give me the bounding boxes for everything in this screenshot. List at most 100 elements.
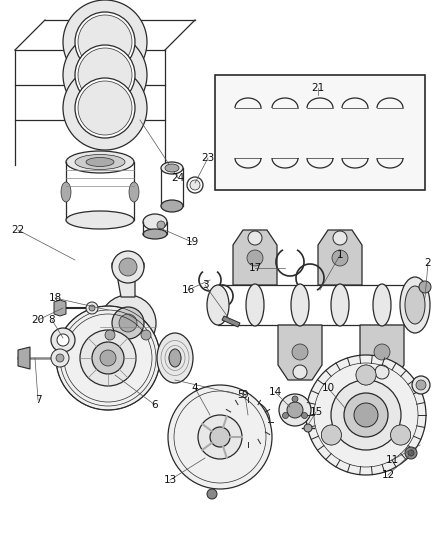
Text: 17: 17 bbox=[248, 263, 261, 273]
Ellipse shape bbox=[66, 151, 134, 173]
Circle shape bbox=[105, 330, 115, 340]
Circle shape bbox=[405, 447, 417, 459]
Circle shape bbox=[75, 45, 135, 105]
Polygon shape bbox=[18, 347, 30, 369]
Ellipse shape bbox=[331, 284, 349, 326]
Text: 2: 2 bbox=[425, 258, 431, 268]
Circle shape bbox=[287, 402, 303, 418]
Text: 8: 8 bbox=[49, 315, 55, 325]
Circle shape bbox=[332, 250, 348, 266]
Bar bbox=[215, 75, 425, 190]
Circle shape bbox=[207, 489, 217, 499]
Ellipse shape bbox=[169, 349, 181, 367]
Circle shape bbox=[283, 413, 289, 418]
Polygon shape bbox=[112, 261, 144, 297]
Circle shape bbox=[100, 295, 156, 351]
Ellipse shape bbox=[207, 285, 229, 325]
Circle shape bbox=[78, 48, 132, 102]
Circle shape bbox=[80, 330, 136, 386]
Text: 9: 9 bbox=[242, 390, 248, 400]
Ellipse shape bbox=[246, 284, 264, 326]
Circle shape bbox=[63, 66, 147, 150]
Text: 10: 10 bbox=[321, 383, 335, 393]
Circle shape bbox=[78, 15, 132, 69]
Circle shape bbox=[292, 344, 308, 360]
Text: 3: 3 bbox=[201, 280, 208, 290]
Circle shape bbox=[226, 400, 270, 444]
Circle shape bbox=[210, 427, 230, 447]
Circle shape bbox=[89, 305, 95, 311]
Polygon shape bbox=[222, 316, 240, 327]
Text: 22: 22 bbox=[11, 225, 25, 235]
Polygon shape bbox=[360, 325, 404, 380]
Polygon shape bbox=[318, 230, 362, 285]
Polygon shape bbox=[54, 300, 66, 316]
Text: 6: 6 bbox=[152, 400, 158, 410]
Circle shape bbox=[141, 330, 151, 340]
Circle shape bbox=[344, 393, 388, 437]
Ellipse shape bbox=[400, 277, 430, 333]
Ellipse shape bbox=[143, 229, 167, 239]
Text: 16: 16 bbox=[181, 285, 194, 295]
Circle shape bbox=[51, 349, 69, 367]
Ellipse shape bbox=[291, 284, 309, 326]
Text: 12: 12 bbox=[381, 470, 395, 480]
Circle shape bbox=[57, 334, 69, 346]
Ellipse shape bbox=[333, 231, 347, 245]
Circle shape bbox=[157, 221, 165, 229]
Circle shape bbox=[301, 413, 307, 418]
Circle shape bbox=[354, 403, 378, 427]
Ellipse shape bbox=[129, 182, 139, 202]
Ellipse shape bbox=[405, 286, 425, 324]
Ellipse shape bbox=[157, 333, 193, 383]
Text: 11: 11 bbox=[385, 455, 399, 465]
Circle shape bbox=[63, 0, 147, 84]
Circle shape bbox=[236, 410, 260, 434]
Ellipse shape bbox=[75, 155, 125, 169]
Circle shape bbox=[51, 328, 75, 352]
Text: 7: 7 bbox=[35, 395, 41, 405]
Circle shape bbox=[190, 180, 200, 190]
Circle shape bbox=[63, 33, 147, 117]
Circle shape bbox=[408, 450, 414, 456]
Circle shape bbox=[292, 396, 298, 402]
Circle shape bbox=[247, 250, 263, 266]
Circle shape bbox=[412, 376, 430, 394]
Circle shape bbox=[331, 380, 401, 450]
Ellipse shape bbox=[161, 162, 183, 174]
Ellipse shape bbox=[391, 425, 411, 445]
Text: 13: 13 bbox=[163, 475, 177, 485]
Ellipse shape bbox=[375, 365, 389, 379]
Circle shape bbox=[168, 385, 272, 489]
Ellipse shape bbox=[321, 425, 341, 445]
Circle shape bbox=[306, 355, 426, 475]
Polygon shape bbox=[278, 325, 322, 380]
Text: 23: 23 bbox=[201, 153, 215, 163]
Ellipse shape bbox=[143, 214, 167, 230]
Text: 20: 20 bbox=[32, 315, 45, 325]
Circle shape bbox=[86, 302, 98, 314]
Text: 19: 19 bbox=[185, 237, 198, 247]
Circle shape bbox=[112, 251, 144, 283]
Text: 24: 24 bbox=[171, 173, 185, 183]
Text: 1: 1 bbox=[337, 250, 343, 260]
Circle shape bbox=[75, 78, 135, 138]
Text: 18: 18 bbox=[48, 293, 62, 303]
Text: 4: 4 bbox=[192, 383, 198, 393]
Ellipse shape bbox=[373, 284, 391, 326]
Text: 15: 15 bbox=[309, 407, 323, 417]
Ellipse shape bbox=[86, 157, 114, 166]
Circle shape bbox=[56, 354, 64, 362]
Circle shape bbox=[78, 81, 132, 135]
Circle shape bbox=[304, 424, 312, 432]
Circle shape bbox=[100, 350, 116, 366]
Ellipse shape bbox=[61, 182, 71, 202]
Ellipse shape bbox=[165, 164, 179, 172]
Circle shape bbox=[56, 306, 160, 410]
Polygon shape bbox=[233, 230, 277, 285]
Ellipse shape bbox=[66, 211, 134, 229]
Text: 21: 21 bbox=[311, 83, 325, 93]
Circle shape bbox=[419, 281, 431, 293]
Circle shape bbox=[112, 307, 144, 339]
Text: 14: 14 bbox=[268, 387, 282, 397]
